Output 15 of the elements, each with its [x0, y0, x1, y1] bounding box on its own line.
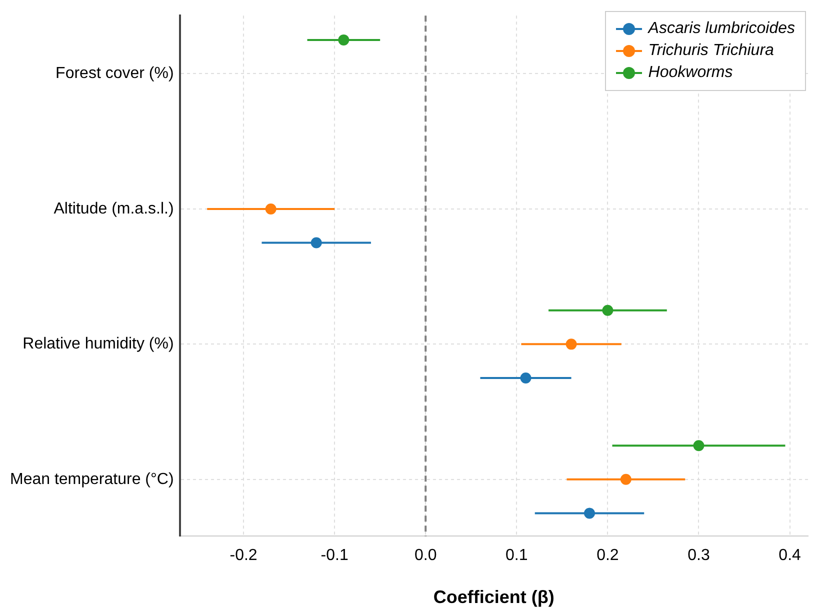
x-axis-title: Coefficient (β)	[433, 587, 554, 608]
y-tick-label: Forest cover (%)	[56, 65, 174, 82]
y-tick-label: Relative humidity (%)	[22, 336, 174, 353]
legend-label: Ascaris lumbricoides	[648, 20, 795, 38]
legend-label: Trichuris Trichiura	[648, 42, 774, 60]
x-tick-label: -0.1	[320, 547, 348, 564]
x-tick-label: 0.4	[778, 547, 802, 564]
x-tick-label: -0.2	[230, 547, 258, 564]
legend-label: Hookworms	[648, 64, 733, 82]
y-tick-label: Mean temperature (°C)	[10, 470, 174, 488]
x-tick-label: 0.2	[596, 547, 619, 564]
x-tick-label: 0.3	[688, 547, 710, 564]
x-tick-label: 0.1	[506, 547, 528, 564]
x-tick-label: 0.0	[414, 547, 437, 564]
y-tick-label: Altitude (m.a.s.l.)	[54, 200, 174, 218]
